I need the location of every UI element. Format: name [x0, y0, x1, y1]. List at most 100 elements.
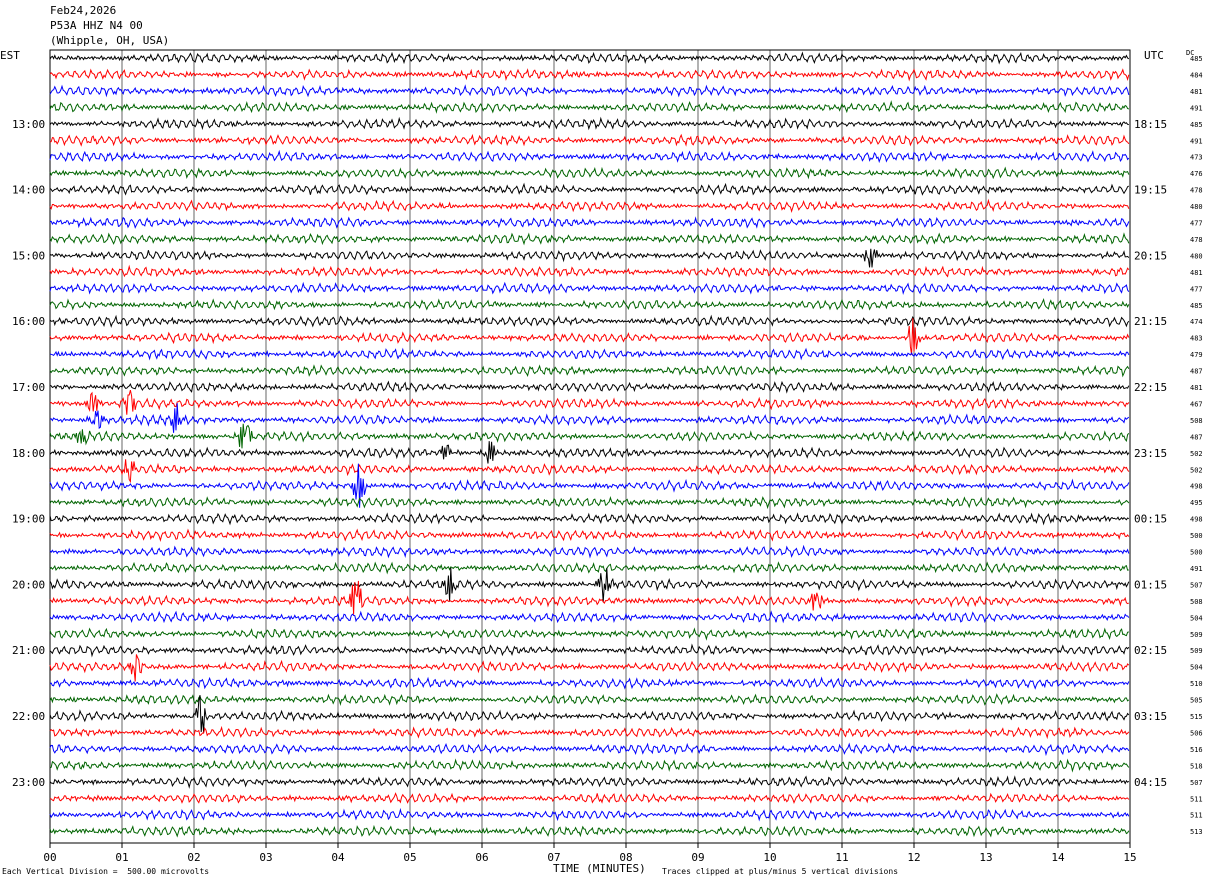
dc-offset-value: 502 [1190, 466, 1203, 474]
x-tick-label: 01 [115, 851, 128, 864]
dc-offset-value: 483 [1190, 335, 1203, 343]
seismic-trace [49, 758, 1130, 773]
right-hour-label: 20:15 [1134, 249, 1167, 262]
dc-offset-value: 467 [1190, 400, 1203, 408]
seismic-trace [49, 232, 1130, 246]
dc-offset-value: 509 [1190, 647, 1203, 655]
footer-division-note: Each Vertical Division = 500.00 microvol… [2, 867, 210, 876]
right-hour-label: 19:15 [1134, 184, 1167, 197]
seismic-trace [49, 216, 1130, 229]
x-tick-label: 04 [331, 851, 345, 864]
plot-frame [49, 49, 1131, 844]
dc-offset-value: 485 [1190, 55, 1203, 63]
station-location: (Whipple, OH, USA) [50, 34, 170, 47]
x-tick-label: 12 [907, 851, 920, 864]
dc-offset-value: 487 [1190, 368, 1203, 376]
x-tick-label: 09 [691, 851, 704, 864]
x-tick-label: 03 [259, 851, 272, 864]
seismic-trace [49, 51, 1130, 65]
x-tick-label: 00 [43, 851, 56, 864]
dc-offset-value: 508 [1190, 598, 1203, 606]
dc-offset-value: 478 [1190, 187, 1203, 195]
seismic-trace [49, 496, 1130, 510]
dc-offset-value: 498 [1190, 516, 1203, 524]
left-hour-label: 22:00 [12, 710, 45, 723]
dc-offset-value: 491 [1190, 565, 1203, 573]
dc-offset-value: 481 [1190, 88, 1203, 96]
seismic-trace [49, 627, 1129, 641]
seismic-trace [49, 676, 1130, 690]
dc-offset-value: 481 [1190, 269, 1203, 277]
x-tick-label: 05 [403, 851, 416, 864]
dc-offset-value: 504 [1190, 664, 1203, 672]
x-tick-label: 10 [763, 851, 776, 864]
seismic-trace [49, 149, 1130, 164]
right-hour-label: 23:15 [1134, 447, 1167, 460]
seismic-trace [49, 389, 1130, 415]
seismic-trace [49, 807, 1130, 822]
dc-offset-value: 507 [1190, 581, 1203, 589]
left-hour-label: 20:00 [12, 578, 45, 591]
dc-offset-value: 481 [1190, 384, 1203, 392]
seismic-trace [49, 654, 1130, 682]
right-hour-label: 21:15 [1134, 315, 1167, 328]
footer-clip-note: Traces clipped at plus/minus 5 vertical … [662, 867, 899, 876]
seismic-trace [49, 742, 1130, 757]
seismic-trace [49, 512, 1130, 526]
dc-offset-value: 506 [1190, 729, 1203, 737]
dc-offset-value: 511 [1190, 795, 1203, 803]
right-hour-label: 03:15 [1134, 710, 1167, 723]
x-tick-label: 14 [1051, 851, 1065, 864]
x-tick-label: 08 [619, 851, 632, 864]
seismic-trace [49, 248, 1130, 268]
left-hour-label: 15:00 [12, 249, 45, 262]
seismic-trace [49, 544, 1130, 559]
seismic-trace [49, 84, 1130, 98]
seismic-trace [49, 610, 1130, 624]
seismic-trace [49, 166, 1130, 180]
dc-offset-value: 480 [1190, 203, 1203, 211]
right-hour-label: 04:15 [1134, 776, 1167, 789]
seismic-trace [49, 561, 1129, 575]
seismic-trace [49, 116, 1129, 131]
dc-offset-value: 476 [1190, 170, 1203, 178]
seismic-trace [49, 775, 1130, 789]
right-hour-label: 22:15 [1134, 381, 1167, 394]
chart-date: Feb24,2026 [50, 4, 117, 17]
dc-offset-value: 484 [1190, 71, 1203, 79]
dc-offset-value: 485 [1190, 302, 1203, 310]
dc-offset-value: 500 [1190, 549, 1203, 557]
seismic-trace [49, 528, 1130, 543]
seismic-trace [49, 364, 1130, 378]
dc-offset-value: 487 [1190, 433, 1203, 441]
dc-offset-value: 505 [1190, 697, 1203, 705]
seismic-trace [49, 725, 1130, 740]
dc-offset-value: 516 [1190, 746, 1203, 754]
seismic-trace [49, 347, 1130, 361]
seismic-trace [49, 133, 1130, 147]
dc-offset-value: 504 [1190, 614, 1203, 622]
dc-offset-value: 508 [1190, 417, 1203, 425]
seismic-trace [49, 580, 1129, 615]
left-hour-label: 21:00 [12, 644, 45, 657]
dc-offset-value: 474 [1190, 318, 1203, 326]
seismic-trace [49, 198, 1130, 214]
seismic-trace [49, 643, 1130, 658]
right-hour-label: 02:15 [1134, 644, 1167, 657]
seismic-trace [49, 423, 1130, 449]
seismic-trace [49, 281, 1130, 295]
seismic-trace [49, 567, 1130, 603]
left-hour-label: 13:00 [12, 118, 45, 131]
dc-label: DC [1186, 49, 1195, 57]
x-tick-label: 13 [979, 851, 992, 864]
left-timezone-label: EST [0, 49, 20, 62]
dc-offset-value: 480 [1190, 252, 1203, 260]
dc-offset-value: 507 [1190, 779, 1203, 787]
seismic-trace [49, 182, 1130, 196]
dc-offset-value: 500 [1190, 532, 1203, 540]
right-hour-label: 00:15 [1134, 513, 1167, 526]
seismic-trace [49, 68, 1130, 82]
seismic-trace [49, 264, 1130, 279]
x-tick-label: 11 [835, 851, 848, 864]
